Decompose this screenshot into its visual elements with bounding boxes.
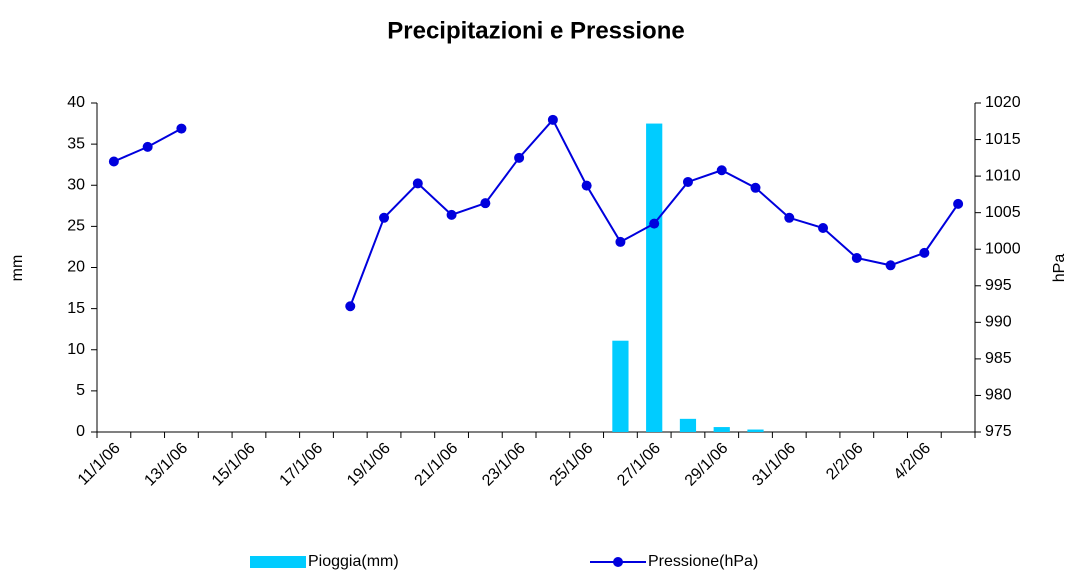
- y2-tick-label: 1000: [985, 240, 1021, 257]
- legend-label: Pioggia(mm): [308, 553, 399, 570]
- point: [682, 176, 693, 187]
- legend-swatch: [613, 557, 623, 567]
- x-tick-label: 19/1/06: [344, 440, 394, 490]
- x-tick-label: 29/1/06: [682, 440, 732, 490]
- bar: [646, 123, 663, 432]
- point: [547, 114, 558, 125]
- point: [818, 223, 829, 234]
- y-tick-label: 40: [67, 94, 85, 111]
- x-tick-label: 13/1/06: [141, 440, 191, 490]
- point: [108, 156, 119, 167]
- x-tick-label: 23/1/06: [479, 440, 529, 490]
- bar: [679, 418, 697, 432]
- x-tick-label: 17/1/06: [277, 440, 327, 490]
- point: [581, 180, 592, 191]
- point: [142, 141, 153, 152]
- point: [649, 218, 660, 229]
- point: [412, 178, 423, 189]
- x-tick-label: 4/2/06: [891, 440, 935, 484]
- y-tick-label: 0: [76, 423, 85, 440]
- point: [379, 212, 390, 223]
- y-tick-label: 15: [67, 300, 85, 317]
- y2-tick-label: 1015: [985, 131, 1021, 148]
- x-tick-label: 31/1/06: [749, 440, 799, 490]
- bar: [713, 427, 730, 432]
- y2-axis-label: hPa: [1051, 254, 1068, 283]
- y2-tick-label: 980: [985, 387, 1012, 404]
- point: [953, 198, 964, 209]
- y-tick-label: 10: [67, 341, 85, 358]
- x-tick-label: 27/1/06: [614, 440, 664, 490]
- point: [615, 236, 626, 247]
- point: [750, 182, 761, 193]
- y-tick-label: 5: [76, 382, 85, 399]
- y-tick-label: 20: [67, 259, 85, 276]
- chart-title: Precipitazioni e Pressione: [387, 17, 684, 44]
- x-tick-label: 11/1/06: [75, 440, 124, 489]
- y2-tick-label: 975: [985, 423, 1012, 440]
- bar: [747, 429, 764, 432]
- point: [919, 247, 930, 258]
- y2-tick-label: 995: [985, 277, 1012, 294]
- point: [716, 165, 727, 176]
- point: [176, 123, 187, 134]
- y2-tick-label: 1010: [985, 167, 1021, 184]
- point: [345, 301, 356, 312]
- y-axis-label: mm: [9, 255, 26, 282]
- legend-swatch: [250, 556, 306, 568]
- point: [851, 252, 862, 263]
- y-tick-label: 35: [67, 135, 85, 152]
- y2-tick-label: 1020: [985, 94, 1021, 111]
- legend-label: Pressione(hPa): [648, 553, 758, 570]
- point: [480, 198, 491, 209]
- point: [885, 260, 896, 271]
- y-tick-label: 30: [67, 176, 85, 193]
- x-tick-label: 2/2/06: [823, 440, 867, 484]
- line: [113, 118, 959, 307]
- y-tick-label: 25: [67, 218, 85, 235]
- point: [514, 152, 525, 163]
- x-tick-label: 15/1/06: [209, 440, 259, 490]
- y2-tick-label: 1005: [985, 204, 1021, 221]
- x-tick-label: 25/1/06: [547, 440, 597, 490]
- y2-tick-label: 985: [985, 350, 1012, 367]
- bar: [612, 340, 629, 432]
- point: [446, 209, 457, 220]
- x-tick-label: 21/1/06: [412, 440, 462, 490]
- point: [784, 212, 795, 223]
- y2-tick-label: 990: [985, 314, 1012, 331]
